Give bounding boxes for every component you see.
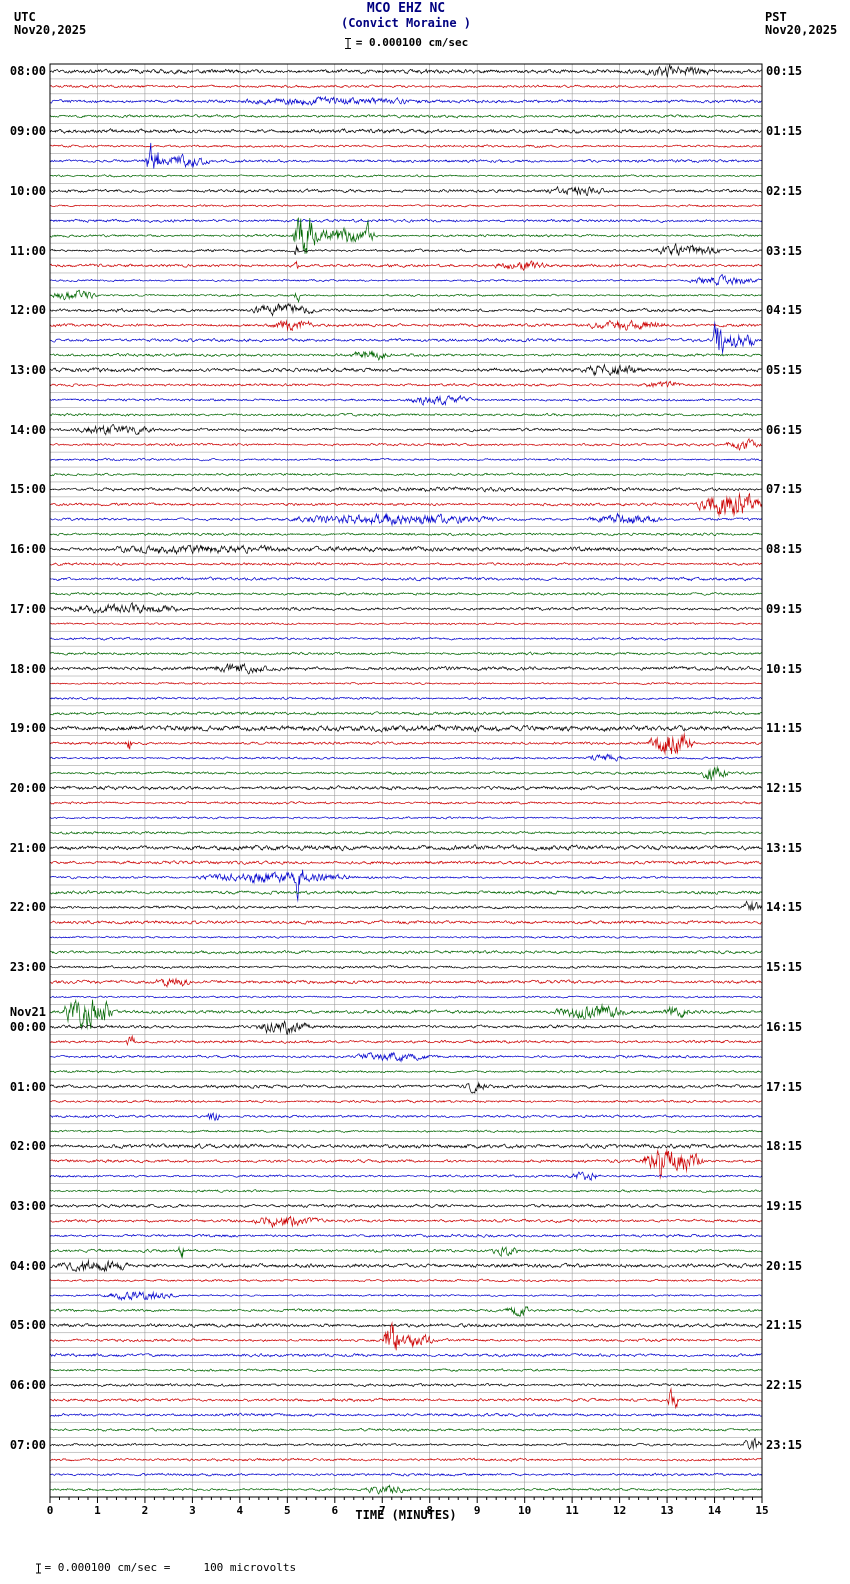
utc-time-label: 02:00	[9, 1139, 46, 1154]
x-tick-label: 9	[473, 1504, 481, 1517]
utc-time-label: 08:00	[9, 64, 46, 79]
scale-bar-icon	[344, 37, 351, 49]
pst-time-label: 06:15	[766, 422, 803, 437]
utc-time-label: 06:00	[9, 1378, 46, 1393]
utc-time-label: 16:00	[9, 542, 46, 557]
utc-time-label: 01:00	[9, 1079, 46, 1094]
utc-time-label: 22:00	[9, 900, 46, 915]
utc-time-label: 14:00	[9, 422, 46, 437]
pst-time-label: 15:15	[766, 960, 803, 975]
utc-time-label: 21:00	[9, 840, 46, 855]
scale-indicator: = 0.000100 cm/sec	[50, 36, 762, 50]
x-tick-label: 8	[426, 1504, 434, 1517]
utc-time-label: 11:00	[9, 243, 46, 258]
utc-time-label: 04:00	[9, 1258, 46, 1273]
x-axis-title: TIME (MINUTES)	[355, 1508, 457, 1522]
x-tick-label: 5	[284, 1504, 291, 1517]
utc-time-label: 12:00	[9, 303, 46, 318]
utc-time-label: 09:00	[9, 124, 46, 139]
pst-time-label: 18:15	[766, 1139, 803, 1154]
x-tick-label: 2	[141, 1504, 149, 1517]
x-tick-label: 11	[565, 1504, 579, 1517]
x-tick-label: 6	[331, 1504, 339, 1517]
pst-time-label: 12:15	[766, 780, 803, 795]
utc-label: UTC	[14, 10, 36, 24]
utc-time-label: 17:00	[9, 601, 46, 616]
utc-date: Nov20,2025	[14, 23, 87, 37]
x-tick-label: 12	[612, 1504, 627, 1517]
utc-time-label: Nov21	[9, 1004, 46, 1019]
utc-time-label: 19:00	[9, 721, 46, 736]
pst-time-label: 01:15	[766, 124, 803, 139]
pst-time-label: 09:15	[766, 601, 803, 616]
utc-time-label: 00:00	[9, 1019, 46, 1034]
x-tick-label: 13	[660, 1504, 674, 1517]
pst-label: PST	[765, 10, 787, 24]
utc-time-label: 20:00	[9, 780, 46, 795]
utc-time-label: 07:00	[9, 1437, 46, 1452]
footnote: = 0.000100 cm/sec = 100 microvolts	[8, 1548, 296, 1584]
pst-time-label: 19:15	[766, 1198, 803, 1213]
pst-time-label: 07:15	[766, 482, 803, 497]
pst-time-label: 02:15	[766, 183, 803, 198]
utc-time-label: 03:00	[9, 1198, 46, 1213]
station-title: MCO EHZ NC	[366, 1, 446, 16]
x-tick-label: 7	[378, 1504, 386, 1517]
utc-time-label: 15:00	[9, 482, 46, 497]
pst-time-label: 16:15	[766, 1019, 803, 1034]
pst-time-label: 03:15	[766, 243, 803, 258]
header-left: UTC Nov20,2025	[14, 11, 86, 37]
header-center: MCO EHZ NC (Convict Moraine ) = 0.000100…	[50, 2, 762, 50]
pst-time-label: 10:15	[766, 661, 803, 676]
pst-time-label: 00:15	[766, 64, 803, 79]
pst-time-label: 05:15	[766, 363, 803, 377]
x-tick-label: 4	[236, 1504, 244, 1517]
pst-time-label: 20:15	[766, 1258, 803, 1273]
x-tick-label: 10	[518, 1504, 532, 1517]
footnote-scale-icon	[35, 1563, 41, 1573]
pst-time-label: 22:15	[766, 1378, 803, 1393]
pst-time-label: 13:15	[766, 840, 803, 855]
pst-time-label: 17:15	[766, 1079, 803, 1094]
pst-time-label: 21:15	[766, 1318, 803, 1333]
x-tick-label: 14	[707, 1504, 722, 1517]
pst-time-label: 11:15	[766, 721, 803, 736]
utc-time-label: 10:00	[9, 183, 46, 198]
pst-date: Nov20,2025	[765, 23, 838, 37]
pst-time-label: 04:15	[766, 303, 803, 318]
station-subtitle: (Convict Moraine )	[340, 16, 472, 30]
utc-time-label: 18:00	[9, 661, 46, 676]
pst-time-label: 08:15	[766, 542, 803, 557]
scale-text: = 0.000100 cm/sec	[355, 36, 469, 49]
pst-time-label: 14:15	[766, 900, 803, 915]
utc-time-label: 23:00	[9, 960, 46, 975]
utc-time-label: 05:00	[9, 1318, 46, 1333]
x-tick-label: 15	[755, 1504, 769, 1517]
x-tick-label: 1	[94, 1504, 101, 1517]
footnote-text: = 0.000100 cm/sec = 100 microvolts	[44, 1561, 297, 1574]
pst-time-label: 23:15	[766, 1437, 803, 1452]
x-tick-label: 3	[189, 1504, 196, 1517]
header-right: PST Nov20,2025	[765, 11, 837, 37]
utc-time-label: 13:00	[9, 363, 46, 377]
x-tick-label: 0	[46, 1504, 54, 1517]
